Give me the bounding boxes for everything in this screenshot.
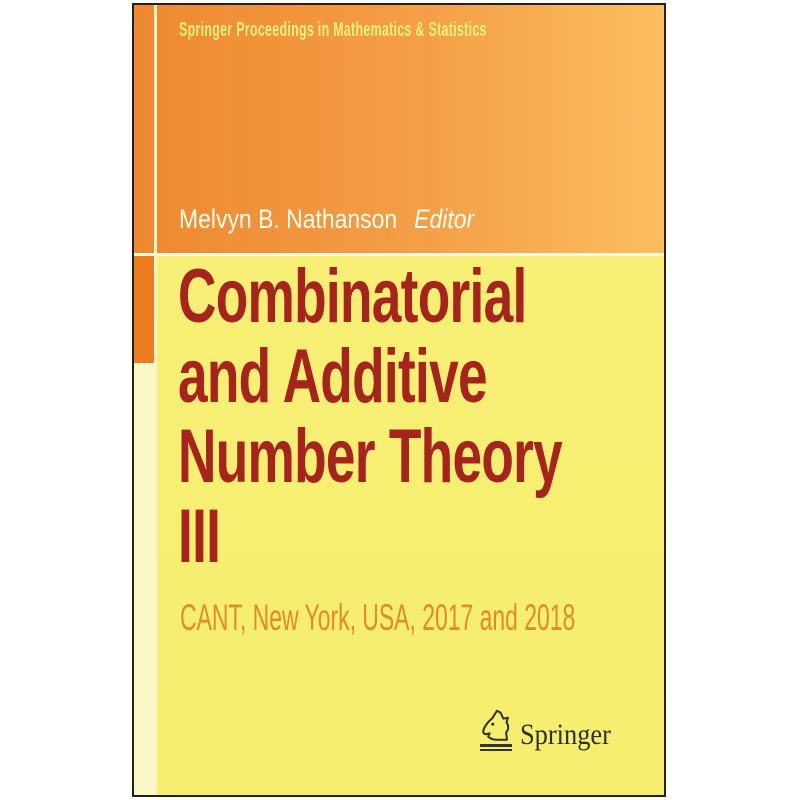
spine-strip (134, 256, 154, 795)
book-cover: Springer Proceedings in Mathematics & St… (132, 3, 666, 797)
title-line: and Additive (178, 334, 488, 419)
header-body-divider (134, 253, 664, 256)
springer-wordmark: Springer (520, 718, 611, 751)
title-line: Combinatorial (178, 254, 527, 339)
header-band (134, 5, 664, 253)
editor-role-label: Editor (414, 204, 475, 234)
editor-row: Melvyn B. Nathanson Editor (179, 204, 474, 235)
subtitle: CANT, New York, USA, 2017 and 2018 (180, 597, 576, 638)
series-label: Springer Proceedings in Mathematics & St… (179, 19, 487, 41)
title-line: III (178, 494, 221, 579)
springer-horse-icon (480, 709, 512, 751)
book-title: Combinatorial and Additive Number Theory… (178, 254, 563, 579)
accent-square (134, 256, 154, 363)
springer-logo: Springer (480, 709, 623, 751)
logo-rule-bottom (480, 748, 512, 751)
editor-name: Melvyn B. Nathanson (179, 204, 398, 234)
title-line: Number Theory (178, 414, 563, 499)
logo-rule-top (480, 744, 512, 747)
spine-divider-line (154, 5, 157, 795)
